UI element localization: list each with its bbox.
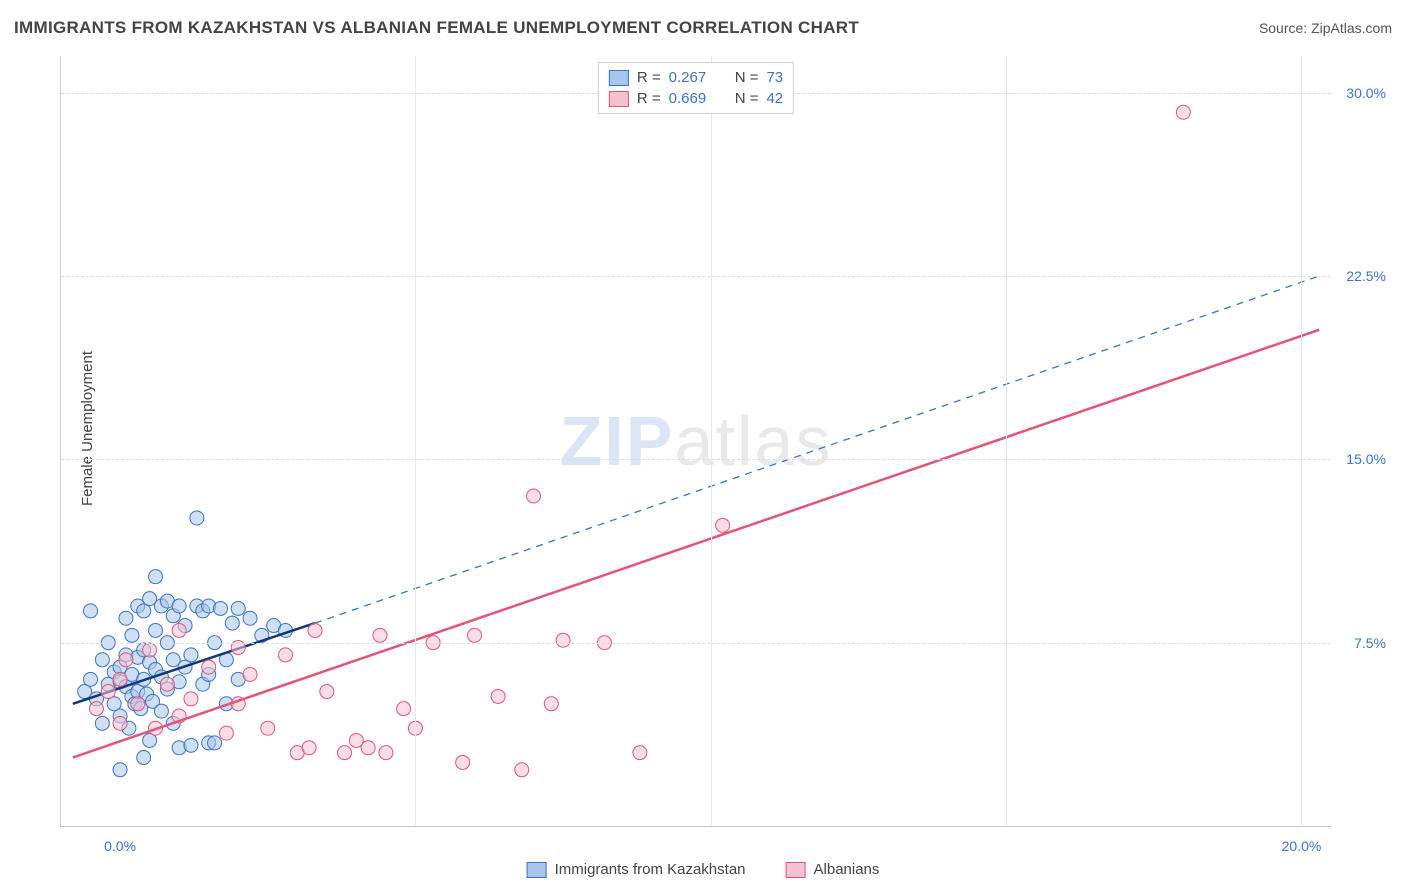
scatter-point — [515, 763, 529, 777]
scatter-point — [527, 489, 541, 503]
scatter-point — [95, 716, 109, 730]
y-tick-label: 30.0% — [1346, 85, 1386, 101]
scatter-point — [491, 689, 505, 703]
scatter-point — [208, 736, 222, 750]
grid-line-v — [1006, 56, 1007, 826]
scatter-point — [119, 653, 133, 667]
legend-label-kazakhstan: Immigrants from Kazakhstan — [555, 861, 746, 878]
scatter-point — [716, 518, 730, 532]
grid-line-v — [1301, 56, 1302, 826]
x-tick-label: 0.0% — [104, 838, 136, 854]
scatter-point — [137, 751, 151, 765]
legend-swatch-albanians — [786, 862, 806, 878]
x-tick-label: 20.0% — [1282, 838, 1322, 854]
legend-swatch — [609, 91, 629, 107]
grid-line-h — [61, 643, 1331, 644]
grid-line-v — [711, 56, 712, 826]
scatter-point — [113, 672, 127, 686]
scatter-point — [172, 599, 186, 613]
scatter-point — [243, 667, 257, 681]
scatter-point — [143, 643, 157, 657]
scatter-point — [1176, 105, 1190, 119]
scatter-point — [544, 697, 558, 711]
plot-area: ZIPatlas 7.5%15.0%22.5%30.0%0.0%20.0%R =… — [60, 56, 1331, 827]
trend-line — [73, 330, 1319, 758]
scatter-point — [308, 623, 322, 637]
y-tick-label: 22.5% — [1346, 268, 1386, 284]
trend-line-ext — [315, 276, 1319, 623]
scatter-point — [154, 704, 168, 718]
legend-row: R = 0.267 N = 73 — [609, 67, 783, 88]
scatter-point — [373, 628, 387, 642]
scatter-svg — [61, 56, 1331, 826]
legend-n-value: 73 — [766, 69, 783, 86]
legend-r-label: R = — [637, 90, 661, 107]
scatter-point — [456, 755, 470, 769]
source-label: Source: ZipAtlas.com — [1259, 20, 1392, 36]
legend-r-value: 0.267 — [669, 69, 707, 86]
grid-line-v — [415, 56, 416, 826]
scatter-point — [84, 604, 98, 618]
scatter-point — [149, 570, 163, 584]
x-axis-legend: Immigrants from Kazakhstan Albanians — [527, 861, 880, 878]
scatter-point — [278, 648, 292, 662]
legend-row: R = 0.669 N = 42 — [609, 88, 783, 109]
legend-swatch-kazakhstan — [527, 862, 547, 878]
legend-r-value: 0.669 — [669, 90, 707, 107]
scatter-point — [190, 511, 204, 525]
scatter-point — [113, 763, 127, 777]
scatter-point — [320, 685, 334, 699]
scatter-point — [113, 716, 127, 730]
scatter-point — [361, 741, 375, 755]
scatter-point — [219, 726, 233, 740]
legend-n-label: N = — [735, 90, 759, 107]
scatter-point — [379, 746, 393, 760]
chart-header: IMMIGRANTS FROM KAZAKHSTAN VS ALBANIAN F… — [14, 18, 1392, 38]
legend-item-kazakhstan: Immigrants from Kazakhstan — [527, 861, 746, 878]
chart-title: IMMIGRANTS FROM KAZAKHSTAN VS ALBANIAN F… — [14, 18, 859, 38]
legend-swatch — [609, 70, 629, 86]
scatter-point — [172, 623, 186, 637]
y-tick-label: 15.0% — [1346, 451, 1386, 467]
y-tick-label: 7.5% — [1354, 635, 1386, 651]
scatter-point — [125, 628, 139, 642]
scatter-point — [131, 697, 145, 711]
scatter-point — [261, 721, 275, 735]
scatter-point — [302, 741, 316, 755]
scatter-point — [84, 672, 98, 686]
legend-item-albanians: Albanians — [786, 861, 880, 878]
legend-n-label: N = — [735, 69, 759, 86]
scatter-point — [95, 653, 109, 667]
scatter-point — [184, 738, 198, 752]
scatter-point — [101, 685, 115, 699]
correlation-legend: R = 0.267 N = 73R = 0.669 N = 42 — [598, 62, 794, 114]
scatter-point — [225, 616, 239, 630]
scatter-point — [149, 623, 163, 637]
scatter-point — [397, 702, 411, 716]
scatter-point — [184, 648, 198, 662]
scatter-point — [467, 628, 481, 642]
grid-line-h — [61, 459, 1331, 460]
scatter-point — [556, 633, 570, 647]
scatter-point — [119, 611, 133, 625]
scatter-point — [338, 746, 352, 760]
scatter-point — [213, 601, 227, 615]
grid-line-h — [61, 276, 1331, 277]
legend-n-value: 42 — [766, 90, 783, 107]
scatter-point — [633, 746, 647, 760]
scatter-point — [89, 702, 103, 716]
scatter-point — [202, 660, 216, 674]
scatter-point — [160, 677, 174, 691]
scatter-point — [184, 692, 198, 706]
scatter-point — [243, 611, 257, 625]
legend-r-label: R = — [637, 69, 661, 86]
scatter-point — [231, 601, 245, 615]
legend-label-albanians: Albanians — [814, 861, 880, 878]
